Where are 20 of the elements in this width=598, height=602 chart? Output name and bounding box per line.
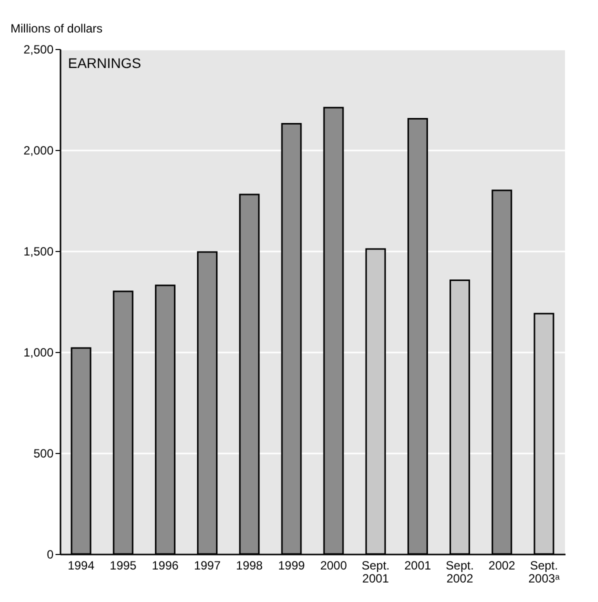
y-tick-label: 1,000 (23, 346, 54, 360)
y-tick-label: 2,000 (23, 144, 54, 158)
x-tick-label: Sept. 2003ᵃ (528, 558, 560, 586)
x-tick-label: Sept. 2002 (446, 558, 474, 586)
x-tick-label: 1995 (110, 558, 137, 572)
x-tick-label: 1996 (152, 558, 179, 572)
x-tick-label: 2001 (404, 558, 432, 572)
x-tick-label: 1994 (68, 558, 95, 572)
x-tick-label: Sept. 2001 (362, 558, 390, 586)
x-tick-label: 1997 (194, 558, 221, 572)
annotation: EARNINGS (68, 55, 142, 71)
x-tick-label: 1998 (236, 558, 264, 572)
y-tick-label: 0 (46, 548, 54, 562)
x-tick-label: 2000 (320, 558, 348, 572)
y-tick-label: 2,500 (23, 42, 54, 56)
x-tick-label: 2002 (488, 558, 516, 572)
y-tick-label: 500 (33, 446, 54, 460)
x-tick-label: 1999 (278, 558, 306, 572)
y-axis-title: Millions of dollars (10, 22, 103, 36)
y-tick-label: 1,500 (23, 244, 54, 258)
